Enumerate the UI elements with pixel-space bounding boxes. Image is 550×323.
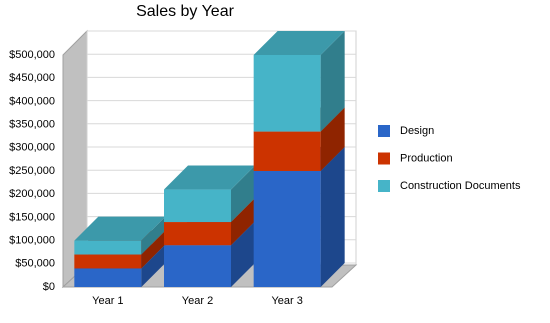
- legend-swatch: [378, 152, 390, 165]
- x-tick-label: Year 1: [92, 295, 123, 307]
- bar-side: [231, 221, 255, 287]
- bar-side: [141, 244, 166, 287]
- y-tick-label: $350,000: [9, 119, 55, 131]
- x-tick-label: Year 3: [271, 295, 302, 307]
- legend-swatch: [378, 180, 390, 192]
- bar-side: [320, 147, 345, 287]
- y-tick-label: $450,000: [9, 72, 55, 84]
- bar-front: [74, 268, 142, 287]
- bar-front: [74, 240, 142, 255]
- bar-side: [231, 165, 255, 223]
- y-tick-label: $400,000: [9, 95, 55, 107]
- bar-top: [253, 31, 345, 55]
- bar-side: [141, 216, 166, 255]
- legend-label: Construction Documents: [400, 180, 521, 192]
- legend-label: Production: [400, 152, 453, 164]
- bar-top: [164, 165, 255, 190]
- bar-front: [253, 171, 321, 287]
- legend-swatch: [378, 125, 390, 137]
- chart-title: Sales by Year: [136, 3, 235, 20]
- y-tick-label: $100,000: [9, 235, 55, 247]
- bar-top: [74, 216, 166, 241]
- bar-side: [141, 230, 166, 269]
- y-tick-label: $300,000: [9, 142, 55, 154]
- y-tick-label: $50,000: [15, 258, 55, 270]
- bar-front: [253, 55, 321, 132]
- bar-side: [320, 107, 345, 171]
- y-tick-label: $0: [43, 281, 55, 293]
- legend-label: Design: [400, 125, 434, 137]
- bar-front: [74, 254, 142, 269]
- x-tick-label: Year 2: [182, 295, 213, 307]
- y-tick-label: $200,000: [9, 188, 55, 200]
- y-tick-label: $250,000: [9, 165, 55, 177]
- bar-front: [253, 131, 321, 171]
- bar-front: [164, 222, 231, 246]
- bar-side: [231, 198, 255, 246]
- bar-front: [164, 245, 231, 287]
- y-tick-label: $150,000: [9, 211, 55, 223]
- y-tick-label: $500,000: [9, 49, 55, 61]
- bar-side: [320, 31, 345, 132]
- bar-front: [164, 189, 231, 223]
